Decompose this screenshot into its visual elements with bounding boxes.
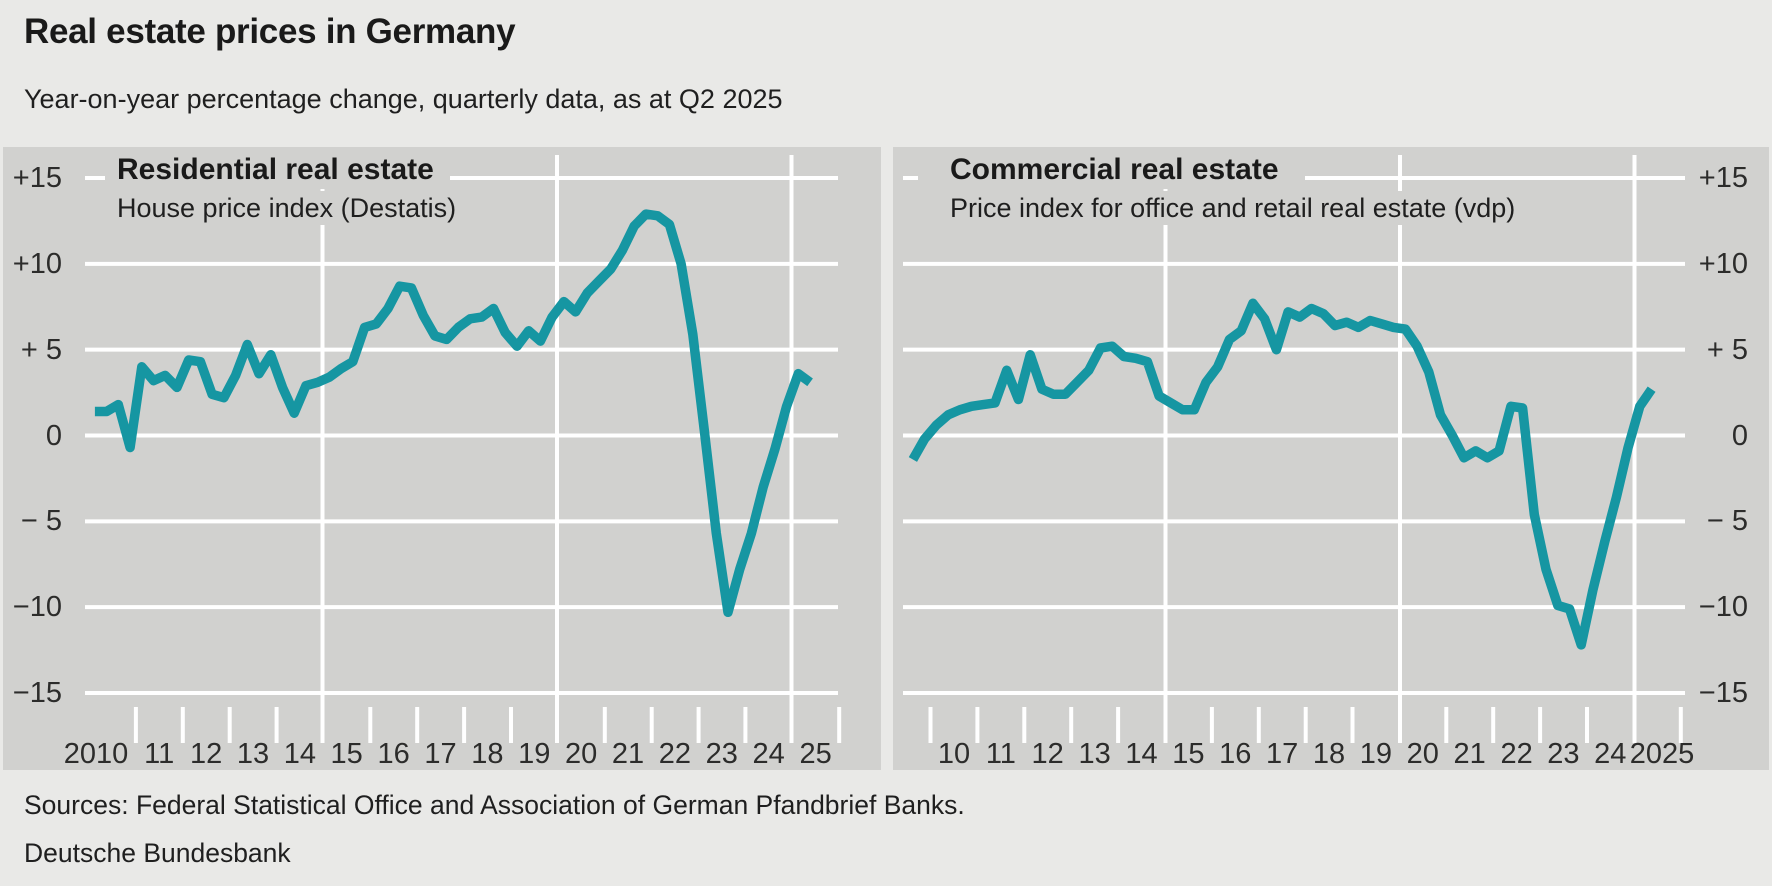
x-axis-label: 15 [1172, 738, 1205, 770]
x-axis-label: 16 [377, 738, 410, 770]
page-subtitle: Year-on-year percentage change, quarterl… [24, 84, 783, 114]
commercial-series-line [908, 298, 1656, 650]
y-axis-label: −15 [1698, 677, 1748, 709]
commercial-chart-subtitle: Price index for office and retail real e… [938, 191, 1526, 225]
x-axis-label: 23 [705, 738, 738, 770]
attribution: Deutsche Bundesbank [24, 838, 291, 868]
y-axis-label: −10 [1698, 591, 1748, 624]
commercial-plot [903, 155, 1685, 743]
x-axis-label: 24 [752, 738, 785, 770]
commercial-chart-panel: Commercial real estate Price index for o… [893, 147, 1769, 770]
y-axis-label: 0 [1731, 419, 1748, 452]
x-axis-label: 24 [1594, 738, 1627, 770]
y-axis-label: − 5 [1706, 505, 1748, 538]
x-axis-label: 15 [330, 738, 363, 770]
y-axis-label: −15 [12, 677, 62, 709]
x-axis-label: 11 [144, 738, 175, 770]
x-axis-label: 13 [1078, 738, 1111, 770]
sources-note: Sources: Federal Statistical Office and … [24, 790, 965, 820]
x-axis-label: 2010 [63, 738, 129, 770]
x-axis-label: 25 [799, 738, 832, 770]
x-axis-label: 23 [1547, 738, 1580, 770]
commercial-chart-title: Commercial real estate [918, 151, 1305, 189]
x-axis-label: 18 [471, 738, 504, 770]
residential-plot [85, 155, 842, 743]
x-axis-label: 10 [937, 738, 971, 770]
x-axis-label: 18 [1312, 738, 1346, 770]
x-axis-label: 21 [1453, 738, 1486, 770]
y-axis-label: +10 [12, 247, 62, 280]
y-axis-label: + 5 [1706, 333, 1748, 366]
x-axis-label: 17 [424, 738, 457, 770]
x-axis-label: 20 [1406, 738, 1439, 770]
x-axis-label: 13 [236, 738, 270, 770]
y-axis-label: −10 [12, 591, 62, 624]
x-axis-label: 11 [985, 738, 1016, 770]
x-axis-label: 17 [1266, 738, 1299, 770]
y-axis-label: + 5 [20, 333, 62, 366]
page-title: Real estate prices in Germany [24, 12, 516, 51]
residential-chart-title: Residential real estate [105, 151, 450, 189]
x-axis-label: 19 [1359, 738, 1393, 770]
residential-chart-subtitle: House price index (Destatis) [105, 191, 467, 225]
y-axis-label: 0 [45, 419, 62, 452]
y-axis-label: +10 [1698, 247, 1748, 280]
x-axis-label: 21 [611, 738, 645, 770]
x-axis-label: 22 [1500, 738, 1533, 770]
y-axis-label: +15 [1698, 162, 1748, 194]
y-axis-label: +15 [12, 162, 62, 194]
residential-chart-panel: Residential real estate House price inde… [3, 147, 881, 770]
x-axis-label: 12 [1031, 738, 1064, 770]
y-axis-label: − 5 [20, 505, 62, 538]
x-axis-label: 12 [189, 738, 223, 770]
x-axis-label: 14 [1125, 738, 1158, 770]
x-axis-label: 2025 [1629, 738, 1695, 770]
x-axis-label: 20 [565, 738, 598, 770]
x-axis-label: 22 [658, 738, 692, 770]
x-axis-label: 16 [1219, 738, 1252, 770]
x-axis-label: 19 [518, 738, 551, 770]
residential-series-line [94, 209, 813, 618]
x-axis-label: 14 [283, 738, 317, 770]
